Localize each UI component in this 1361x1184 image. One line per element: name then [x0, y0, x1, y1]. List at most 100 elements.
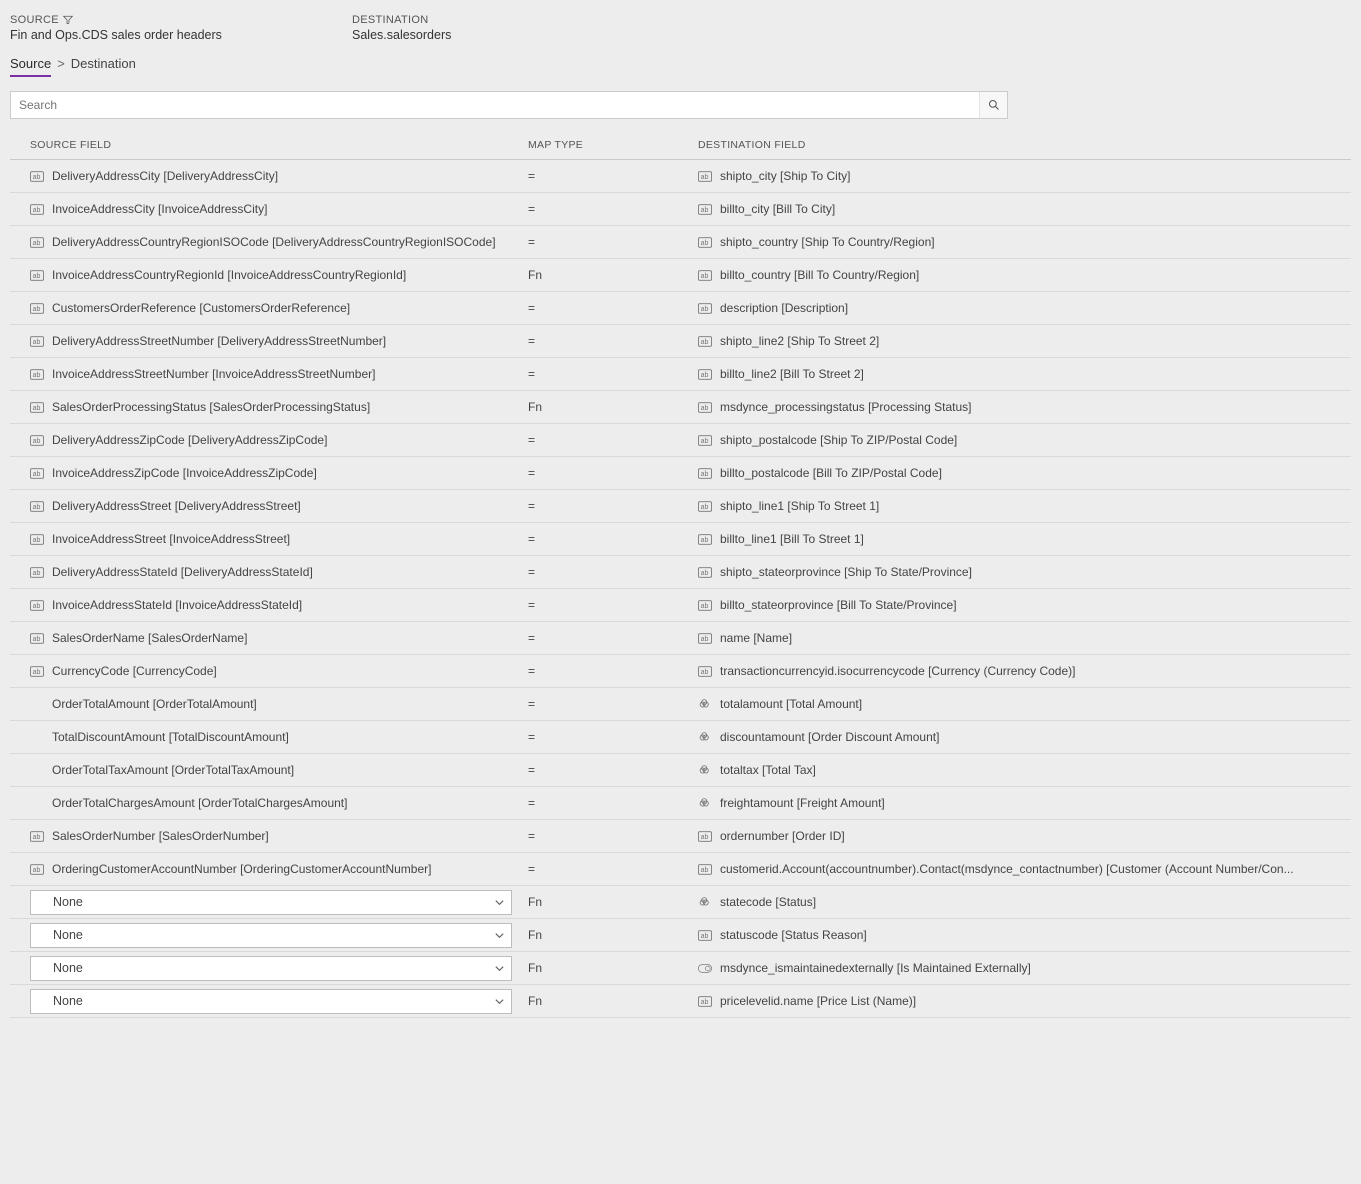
- chevron-down-icon: [494, 963, 505, 974]
- table-row[interactable]: abOrderTotalAmount [OrderTotalAmount]=to…: [10, 688, 1351, 721]
- currency-field-icon: [698, 764, 712, 776]
- table-row[interactable]: abOrderTotalTaxAmount [OrderTotalTaxAmou…: [10, 754, 1351, 787]
- destination-field-cell: abshipto_line2 [Ship To Street 2]: [698, 334, 1351, 348]
- search-button[interactable]: [979, 92, 1007, 118]
- table-row[interactable]: abDeliveryAddressCountryRegionISOCode [D…: [10, 226, 1351, 259]
- table-row[interactable]: abSalesOrderProcessingStatus [SalesOrder…: [10, 391, 1351, 424]
- table-row[interactable]: abCurrencyCode [CurrencyCode]=abtransact…: [10, 655, 1351, 688]
- destination-field-text: billto_line1 [Bill To Street 1]: [720, 532, 864, 546]
- column-source-field: SOURCE FIELD: [30, 139, 528, 151]
- table-row[interactable]: NoneFnstatecode [Status]: [10, 886, 1351, 919]
- svg-text:ab: ab: [33, 438, 41, 445]
- destination-field-cell: abbillto_country [Bill To Country/Region…: [698, 268, 1351, 282]
- destination-field-text: statuscode [Status Reason]: [720, 928, 867, 942]
- text-field-icon: ab: [698, 632, 712, 644]
- destination-field-text: billto_stateorprovince [Bill To State/Pr…: [720, 598, 957, 612]
- svg-text:ab: ab: [701, 933, 709, 940]
- text-field-icon: ab: [698, 335, 712, 347]
- map-type-cell: =: [528, 730, 698, 744]
- text-field-icon: ab: [30, 566, 44, 578]
- destination-field-cell: abdescription [Description]: [698, 301, 1351, 315]
- table-row[interactable]: abDeliveryAddressStreetNumber [DeliveryA…: [10, 325, 1351, 358]
- destination-field-cell: abshipto_postalcode [Ship To ZIP/Postal …: [698, 433, 1351, 447]
- map-type-cell: =: [528, 664, 698, 678]
- table-rows: ab DeliveryAddressCity [DeliveryAddressCi…: [10, 160, 1351, 1018]
- source-field-select[interactable]: None: [30, 989, 512, 1014]
- source-field-select[interactable]: None: [30, 956, 512, 981]
- source-field-text: SalesOrderName [SalesOrderName]: [52, 631, 247, 645]
- destination-field-text: statecode [Status]: [720, 895, 816, 909]
- table-row[interactable]: abOrderTotalChargesAmount [OrderTotalCha…: [10, 787, 1351, 820]
- source-field-text: InvoiceAddressStreetNumber [InvoiceAddre…: [52, 367, 375, 381]
- destination-field-cell: abshipto_country [Ship To Country/Region…: [698, 235, 1351, 249]
- source-field-select[interactable]: None: [30, 890, 512, 915]
- destination-field-cell: ab statuscode [Status Reason]: [698, 928, 1351, 942]
- table-row[interactable]: abSalesOrderName [SalesOrderName]=abname…: [10, 622, 1351, 655]
- filter-icon[interactable]: [63, 15, 73, 25]
- source-field-cell: abInvoiceAddressZipCode [InvoiceAddressZ…: [30, 466, 528, 480]
- destination-field-cell: abbillto_line2 [Bill To Street 2]: [698, 367, 1351, 381]
- table-row[interactable]: ab InvoiceAddressStateId [InvoiceAddressS…: [10, 589, 1351, 622]
- map-type-cell: =: [528, 334, 698, 348]
- table-row[interactable]: abDeliveryAddressCity [DeliveryAddressCi…: [10, 160, 1351, 193]
- destination-field-cell: discountamount [Order Discount Amount]: [698, 730, 1351, 744]
- source-field-text: DeliveryAddressCity [DeliveryAddressCity…: [52, 169, 278, 183]
- table-row[interactable]: abSalesOrderNumber [SalesOrderNumber]=ab…: [10, 820, 1351, 853]
- table-row[interactable]: abOrderingCustomerAccountNumber [Orderin…: [10, 853, 1351, 886]
- tab-destination[interactable]: Destination: [71, 56, 136, 77]
- source-field-cell: None: [30, 953, 528, 984]
- currency-field-icon: [698, 731, 712, 743]
- table-row[interactable]: abInvoiceAddressCity [InvoiceAddressCity…: [10, 193, 1351, 226]
- table-row[interactable]: abInvoiceAddressZipCode [InvoiceAddressZ…: [10, 457, 1351, 490]
- text-field-icon: ab: [698, 929, 712, 941]
- destination-field-cell: ab name [Name]: [698, 631, 1351, 645]
- table-row[interactable]: abDeliveryAddressZipCode [DeliveryAddres…: [10, 424, 1351, 457]
- map-type-cell: =: [528, 631, 698, 645]
- table-row[interactable]: NoneFnabpricelevelid.name [Price List (N…: [10, 985, 1351, 1018]
- table-row[interactable]: abCustomersOrderReference [CustomersOrde…: [10, 292, 1351, 325]
- destination-field-cell: totalamount [Total Amount]: [698, 697, 1351, 711]
- source-field-text: InvoiceAddressStateId [InvoiceAddressSta…: [52, 598, 302, 612]
- svg-text:ab: ab: [33, 372, 41, 379]
- boolean-field-icon: [698, 962, 712, 974]
- svg-text:ab: ab: [701, 306, 709, 313]
- map-type-cell: =: [528, 202, 698, 216]
- text-field-icon: ab: [30, 236, 44, 248]
- table-row[interactable]: NoneFnmsdynce_ismaintainedexternally [Is…: [10, 952, 1351, 985]
- destination-field-text: totalamount [Total Amount]: [720, 697, 862, 711]
- destination-field-text: transactioncurrencyid.isocurrencycode [C…: [720, 664, 1075, 678]
- svg-text:ab: ab: [701, 834, 709, 841]
- source-header: SOURCE Fin and Ops.CDS sales order heade…: [10, 14, 352, 42]
- text-field-icon: ab: [30, 533, 44, 545]
- svg-text:ab: ab: [33, 537, 41, 544]
- table-row[interactable]: abDeliveryAddressStateId [DeliveryAddres…: [10, 556, 1351, 589]
- tab-source[interactable]: Source: [10, 56, 51, 77]
- source-field-cell: abInvoiceAddressCity [InvoiceAddressCity…: [30, 202, 528, 216]
- svg-text:ab: ab: [701, 603, 709, 610]
- map-type-cell: =: [528, 235, 698, 249]
- destination-field-cell: abmsdynce_processingstatus [Processing S…: [698, 400, 1351, 414]
- table-row[interactable]: abTotalDiscountAmount [TotalDiscountAmou…: [10, 721, 1351, 754]
- destination-value: Sales.salesorders: [352, 28, 694, 42]
- table-row[interactable]: abDeliveryAddressStreet [DeliveryAddress…: [10, 490, 1351, 523]
- destination-field-cell: abpricelevelid.name [Price List (Name)]: [698, 994, 1351, 1008]
- table-row[interactable]: abInvoiceAddressStreet [InvoiceAddressSt…: [10, 523, 1351, 556]
- text-field-icon: ab: [30, 632, 44, 644]
- destination-field-text: name [Name]: [720, 631, 792, 645]
- table-row[interactable]: NoneFnabstatuscode [Status Reason]: [10, 919, 1351, 952]
- destination-field-text: freightamount [Freight Amount]: [720, 796, 885, 810]
- destination-field-text: ordernumber [Order ID]: [720, 829, 845, 843]
- text-field-icon: ab: [698, 665, 712, 677]
- source-field-text: OrderingCustomerAccountNumber [OrderingC…: [52, 862, 431, 876]
- table-row[interactable]: abInvoiceAddressCountryRegionId [Invoice…: [10, 259, 1351, 292]
- search-input[interactable]: [11, 92, 979, 118]
- svg-text:ab: ab: [701, 438, 709, 445]
- select-value: None: [53, 895, 83, 909]
- source-field-select[interactable]: None: [30, 923, 512, 948]
- destination-field-text: shipto_line1 [Ship To Street 1]: [720, 499, 879, 513]
- svg-text:ab: ab: [33, 504, 41, 511]
- svg-text:ab: ab: [33, 603, 41, 610]
- table-row[interactable]: ab InvoiceAddressStreetNumber [InvoiceAdd…: [10, 358, 1351, 391]
- direction-tabs: Source > Destination: [10, 50, 1351, 77]
- destination-field-cell: abshipto_stateorprovince [Ship To State/…: [698, 565, 1351, 579]
